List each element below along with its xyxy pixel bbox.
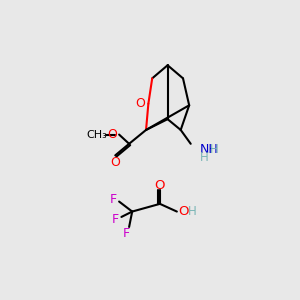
Text: CH₃: CH₃ <box>86 130 107 140</box>
Text: O: O <box>110 156 120 169</box>
Text: H: H <box>209 143 218 157</box>
Text: F: F <box>122 226 130 240</box>
Text: F: F <box>110 193 116 206</box>
Text: F: F <box>112 213 119 226</box>
Text: O: O <box>136 97 146 110</box>
Text: O: O <box>155 179 165 192</box>
Text: H: H <box>200 151 208 164</box>
Text: H: H <box>188 205 197 218</box>
Text: O: O <box>107 128 117 141</box>
Text: O: O <box>178 205 189 218</box>
Text: NH: NH <box>200 143 219 157</box>
